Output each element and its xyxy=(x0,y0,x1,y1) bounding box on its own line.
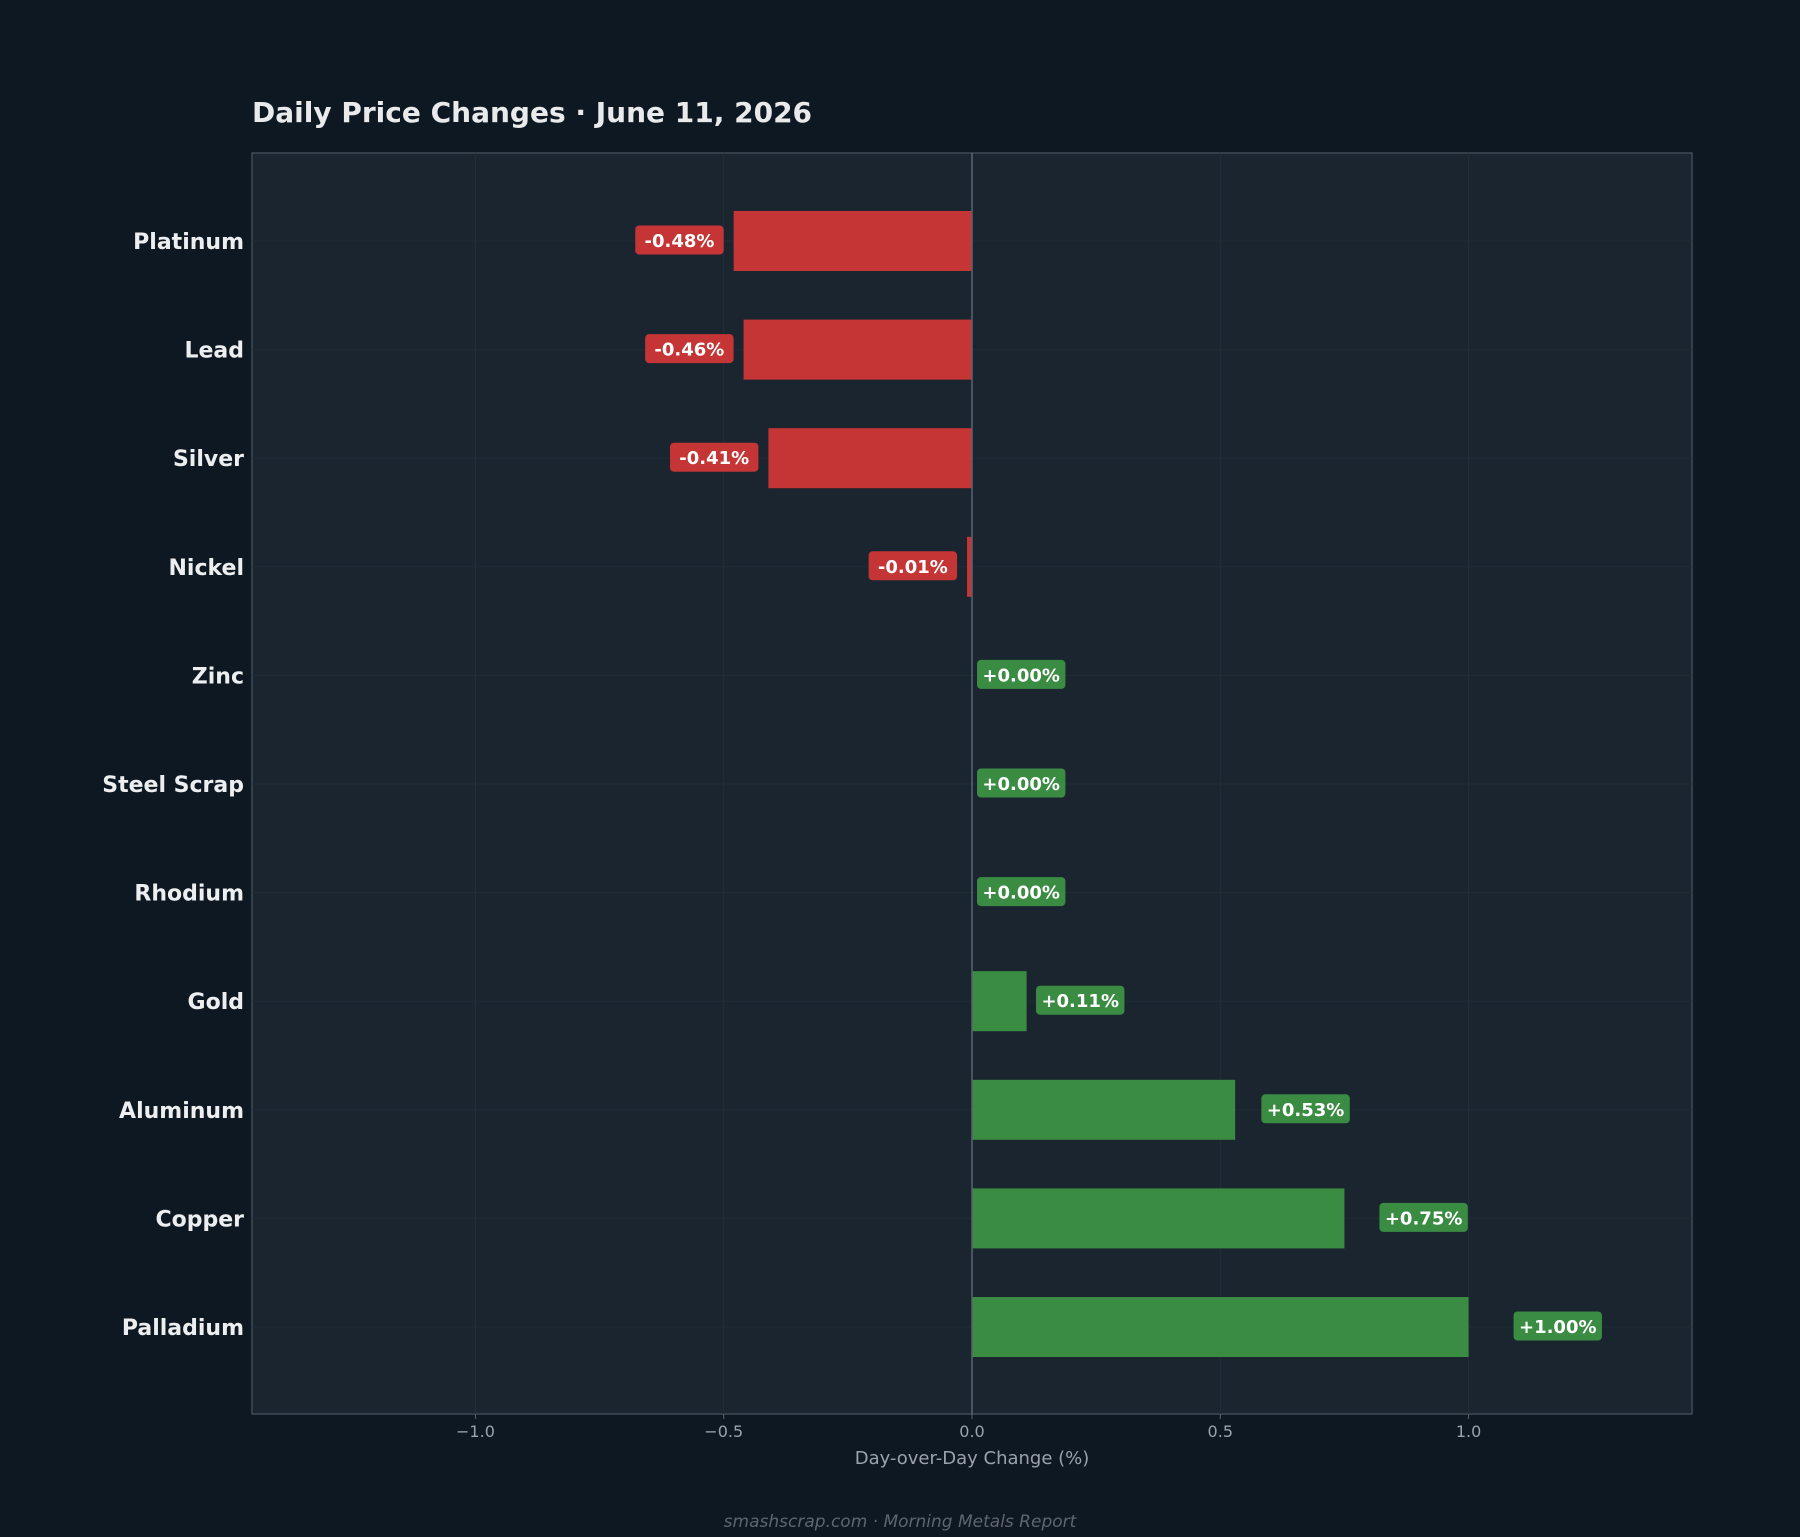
data-label-text: -0.01% xyxy=(878,557,948,578)
data-label-badge xyxy=(977,659,1066,689)
category-label: Nickel xyxy=(169,556,245,581)
footer-credit: smashscrap.com · Morning Metals Report xyxy=(724,1512,1078,1532)
x-tick-label: 0.0 xyxy=(959,1422,984,1441)
category-label: Platinum xyxy=(133,230,244,255)
data-label-badge xyxy=(635,225,724,255)
data-label-text: -0.41% xyxy=(679,448,749,469)
data-label-badge xyxy=(868,551,958,581)
data-label-text: +0.11% xyxy=(1041,991,1119,1012)
data-label-text: +1.00% xyxy=(1519,1317,1597,1338)
category-labels: Platinum Lead Silver Nickel Zinc Steel Scrap R… xyxy=(102,230,244,1341)
category-label: Rhodium xyxy=(134,882,244,907)
data-label-badge xyxy=(977,877,1066,907)
bar-lead xyxy=(743,319,972,380)
x-tick-labels: −1.0 −0.5 0.0 0.5 1.0 xyxy=(456,1414,1481,1441)
category-label: Aluminum xyxy=(119,1099,244,1124)
x-axis-label: Day-over-Day Change (%) xyxy=(855,1448,1090,1469)
category-label: Gold xyxy=(188,990,244,1015)
data-label-badge xyxy=(1261,1094,1350,1124)
x-tick-label: −1.0 xyxy=(456,1422,495,1441)
data-label-badge xyxy=(645,334,734,364)
data-label-rhodium: +0.00% xyxy=(977,877,1066,907)
x-tick-label: −0.5 xyxy=(704,1422,743,1441)
data-label-gold: +0.11% xyxy=(1036,985,1125,1015)
category-label: Steel Scrap xyxy=(102,773,244,798)
data-label-aluminum: +0.53% xyxy=(1261,1094,1350,1124)
bar-gold xyxy=(972,971,1027,1032)
data-label-palladium: +1.00% xyxy=(1513,1311,1602,1341)
category-label: Copper xyxy=(155,1207,244,1232)
bars xyxy=(733,211,1469,1357)
data-label-lead: -0.46% xyxy=(645,334,734,364)
category-label: Palladium xyxy=(122,1316,244,1341)
data-label-text: +0.00% xyxy=(982,665,1060,686)
category-label: Lead xyxy=(184,339,244,364)
data-label-platinum: -0.48% xyxy=(635,225,724,255)
data-label-nickel: -0.01% xyxy=(868,551,958,581)
bar-platinum xyxy=(733,211,972,271)
data-label-copper: +0.75% xyxy=(1379,1202,1468,1232)
bar-copper xyxy=(972,1188,1345,1249)
bar-palladium xyxy=(972,1297,1469,1357)
bar-aluminum xyxy=(972,1079,1236,1140)
data-label-text: -0.48% xyxy=(644,231,714,252)
bar-silver xyxy=(768,428,972,489)
data-label-badge xyxy=(977,768,1066,798)
data-label-badge xyxy=(1379,1202,1468,1232)
data-label-text: -0.46% xyxy=(654,340,724,361)
data-label-zinc: +0.00% xyxy=(977,659,1066,689)
data-label-steel-scrap: +0.00% xyxy=(977,768,1066,798)
category-label: Silver xyxy=(173,447,244,472)
data-labels: -0.48% -0.46% -0.41% -0.01% +0.00% +0.00% +0.0… xyxy=(635,225,1602,1341)
category-label: Zinc xyxy=(192,664,244,689)
data-label-text: +0.75% xyxy=(1385,1208,1463,1229)
x-tick-label: 1.0 xyxy=(1456,1422,1481,1441)
data-label-badge xyxy=(1036,985,1125,1015)
data-label-silver: -0.41% xyxy=(670,442,759,472)
bar-nickel xyxy=(967,536,972,597)
data-label-text: +0.53% xyxy=(1267,1100,1345,1121)
x-tick-label: 0.5 xyxy=(1208,1422,1233,1441)
data-label-text: +0.00% xyxy=(982,883,1060,904)
data-label-text: +0.00% xyxy=(982,774,1060,795)
data-label-badge xyxy=(1513,1311,1602,1341)
data-label-badge xyxy=(670,442,759,472)
chart-title: Daily Price Changes · June 11, 2026 xyxy=(252,96,812,129)
